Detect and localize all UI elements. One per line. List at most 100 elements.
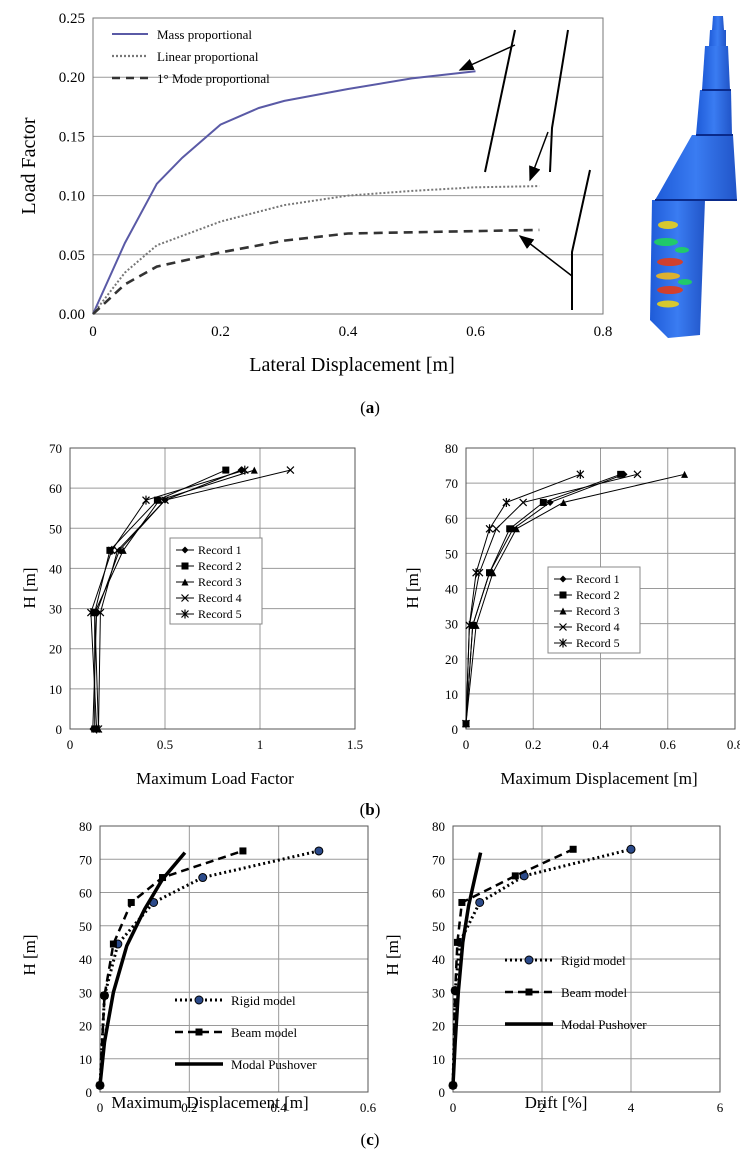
legend-marker: [559, 575, 567, 583]
record-5-point: [465, 620, 474, 630]
panel-b-left: 0 10 20 30 40 50 60 70 0 0.5 1 1.5 Maximum Load Fac…: [20, 441, 363, 788]
ytick-label: 10: [79, 1052, 92, 1067]
xtick-label: 0.8: [594, 324, 613, 340]
deformed-profile-mode: [571, 169, 591, 310]
panel-c-right-series: [448, 844, 636, 1090]
legend-label: Record 3: [576, 604, 620, 618]
series-2-point: [109, 940, 117, 948]
legend-marker: [181, 594, 189, 602]
ytick-label: 50: [432, 919, 445, 934]
series-2-point: [458, 898, 466, 906]
ytick-label: 80: [445, 441, 458, 456]
panel-a-series: [92, 70, 540, 315]
record-2-point: [539, 498, 547, 506]
record-5-point: [86, 608, 95, 618]
series-line-2: [98, 849, 244, 1086]
legend-marker: [194, 995, 204, 1005]
legend-marker: [559, 623, 567, 631]
series-2-point: [96, 1081, 104, 1089]
panel-b-left-series: [86, 465, 295, 734]
record-2-point: [222, 466, 230, 474]
record-3-point: [512, 525, 520, 533]
xtick-label: 0.4: [339, 324, 358, 340]
ytick-label: 10: [445, 687, 458, 702]
record-4-point: [492, 524, 501, 533]
caption-a: (a): [360, 398, 380, 417]
ytick-label: 70: [432, 852, 445, 867]
series-2-point: [451, 987, 459, 995]
record-3-point: [155, 496, 163, 504]
xtick-label: 0: [67, 737, 74, 752]
deformed-profile-linear: [549, 29, 569, 173]
record-4-point: [286, 466, 295, 475]
panel-c-left-xlabel: Maximum Displacement [m]: [111, 1093, 308, 1112]
ytick-label: 40: [79, 952, 92, 967]
series-2-point: [569, 845, 577, 853]
record-3-point: [681, 470, 689, 478]
ytick-label: 80: [432, 819, 445, 834]
ytick-label: 20: [432, 1019, 445, 1034]
panel-a-ylabel: Load Factor: [18, 117, 40, 215]
legend-label: Record 3: [198, 575, 242, 589]
xtick-label: 0.4: [271, 1100, 288, 1115]
legend-label: Rigid model: [231, 993, 296, 1008]
series-line-3: [98, 851, 187, 1086]
panel-b-right-grid: [465, 447, 736, 730]
ytick-label: 20: [445, 652, 458, 667]
panel-a-xlabel: Lateral Displacement [m]: [249, 354, 454, 376]
deformed-profiles: [484, 29, 591, 310]
deformed-profile-mass: [484, 29, 516, 173]
series-2-point: [453, 938, 461, 946]
record-5-point: [472, 568, 481, 578]
record-2-point: [617, 470, 625, 478]
ytick-label: 80: [79, 819, 92, 834]
record-5-point: [576, 469, 585, 479]
ytick-label: 50: [49, 521, 62, 536]
record-2-point: [91, 725, 99, 733]
series-1-point: [626, 844, 636, 854]
series-line-3: [451, 852, 483, 1086]
ytick-label: 0.15: [59, 129, 85, 145]
ytick-label: 30: [445, 617, 458, 632]
legend-label: Rigid model: [561, 953, 626, 968]
ytick-label: 0.20: [59, 70, 85, 86]
record-5-point: [107, 545, 116, 555]
ytick-label: 10: [432, 1052, 445, 1067]
ytick-label: 10: [49, 682, 62, 697]
xtick-label: 0.6: [660, 737, 677, 752]
series-2-point: [511, 872, 519, 880]
xtick-label: 0: [97, 1100, 104, 1115]
record-5-point: [240, 465, 249, 475]
legend-label: Beam model: [231, 1025, 297, 1040]
record-5-point: [462, 719, 470, 729]
panel-c-right: 0 10 20 30 40 50 60 70 80 0 2 4 6 Drift [%] H [m] Ri…: [383, 819, 724, 1115]
plot-frame: [99, 825, 369, 1093]
ytick-label: 30: [432, 985, 445, 1000]
legend-label: Modal Pushover: [231, 1057, 317, 1072]
series-2-point: [127, 898, 135, 906]
record-line-3: [465, 473, 685, 724]
series-line-1: [98, 849, 320, 1086]
legend-marker: [181, 546, 189, 554]
caption-b: (b): [360, 800, 381, 819]
legend-marker: [195, 1028, 203, 1036]
xtick-label: 0.6: [466, 324, 485, 340]
ytick-label: 40: [432, 952, 445, 967]
ytick-label: 60: [445, 511, 458, 526]
record-3-point: [250, 466, 258, 474]
series-2-point: [100, 992, 108, 1000]
plot-frame: [465, 447, 736, 730]
panel-c-right-ylabel: H [m]: [383, 934, 402, 975]
xtick-label: 0.2: [211, 324, 230, 340]
record-3-point: [472, 621, 480, 629]
legend-label-mass: Mass proportional: [157, 27, 252, 42]
series-line-1: [451, 847, 632, 1086]
legend-label: Record 1: [198, 543, 242, 557]
ytick-label: 70: [79, 852, 92, 867]
legend-label: Record 2: [198, 559, 242, 573]
series-2-point: [449, 1081, 457, 1089]
series-1-point: [314, 846, 324, 856]
panel-c-left-series: [95, 846, 324, 1090]
record-5-point: [92, 724, 101, 734]
legend-label: Record 4: [198, 591, 242, 605]
